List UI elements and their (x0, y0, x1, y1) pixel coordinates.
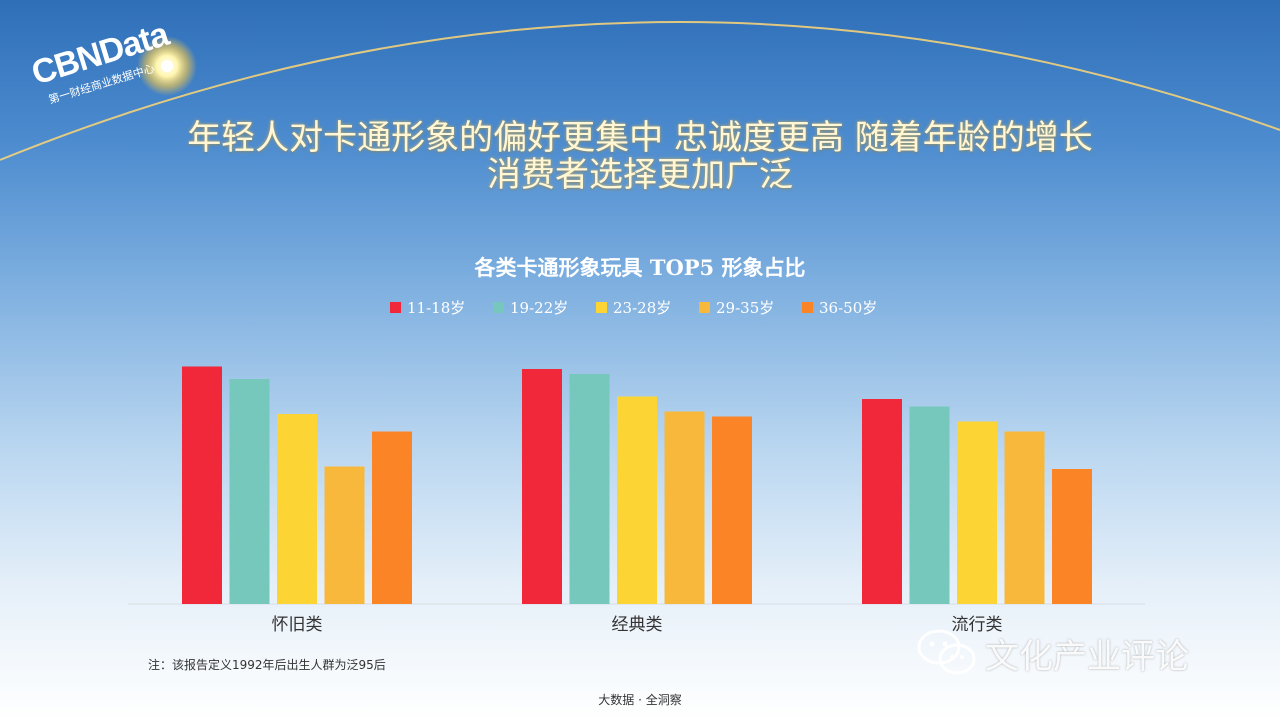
bar (1052, 469, 1092, 604)
legend-item: 29-35岁 (699, 296, 774, 318)
legend-label: 36-50岁 (819, 298, 878, 317)
bar (522, 369, 562, 604)
legend-label: 29-35岁 (716, 298, 775, 317)
bar (372, 431, 412, 604)
legend-swatch (596, 301, 607, 313)
bar (617, 396, 657, 604)
bar (182, 366, 222, 604)
legend-label: 23-28岁 (613, 298, 672, 317)
legend-label: 19-22岁 (510, 298, 569, 317)
footnote: 注：该报告定义1992年后出生人群为泛95后 (148, 658, 386, 672)
bar (1004, 431, 1045, 604)
legend-item: 11-18岁 (390, 296, 465, 318)
footer-slogan: 大数据 · 全洞察 (598, 693, 682, 707)
x-tick-label: 怀旧类 (272, 615, 323, 635)
bar (712, 416, 752, 604)
legend-swatch (493, 301, 504, 313)
legend-swatch (390, 301, 401, 313)
legend-item: 19-22岁 (493, 296, 568, 318)
bar (277, 414, 317, 604)
legend-label: 11-18岁 (407, 298, 466, 317)
watermark-text: 文化产业评论 (985, 636, 1189, 677)
legend-item: 23-28岁 (596, 296, 671, 318)
bar (229, 379, 270, 604)
bar (862, 399, 902, 604)
legend-swatch (699, 301, 710, 313)
chart-title: 各类卡通形象玩具 TOP5 形象占比 (474, 255, 806, 280)
headline-line-2: 消费者选择更加广泛 (487, 155, 793, 195)
x-tick-label: 流行类 (952, 615, 1003, 635)
bar (957, 421, 997, 604)
legend-swatch (802, 301, 813, 313)
bar (569, 374, 610, 604)
bar (324, 466, 365, 604)
headline-line-1: 年轻人对卡通形象的偏好更集中 忠诚度更高 随着年龄的增长 (187, 118, 1093, 158)
bar (664, 411, 705, 604)
wechat-icon (917, 629, 976, 675)
x-tick-label: 经典类 (612, 615, 663, 635)
legend-item: 36-50岁 (802, 296, 877, 318)
bar (909, 406, 950, 604)
wechat-watermark: 文化产业评论 (915, 625, 1189, 681)
